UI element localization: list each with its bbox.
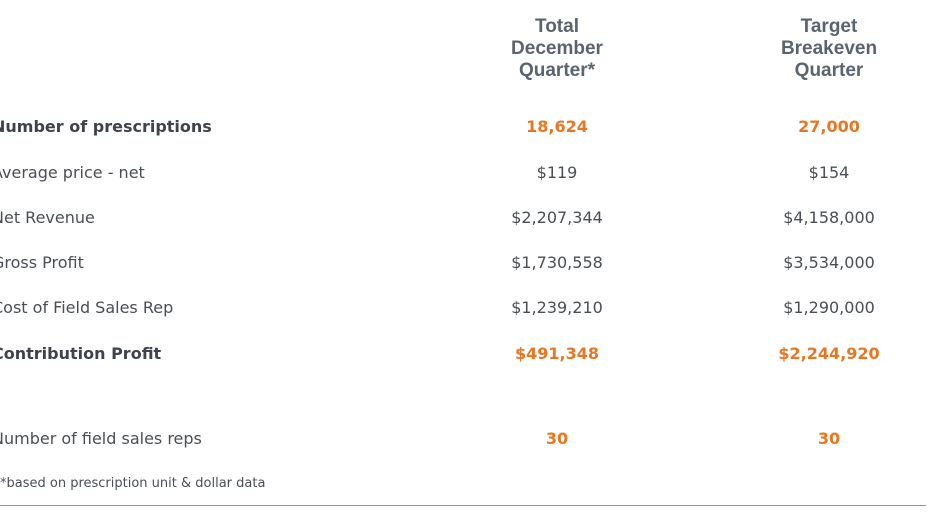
- cell-target: $2,244,920: [778, 344, 880, 363]
- footnote: *based on prescription unit & dollar dat…: [0, 476, 266, 491]
- cell-target: $4,158,000: [783, 208, 875, 227]
- row-label: Number of field sales reps: [0, 429, 202, 448]
- row-label: Number of prescriptions: [0, 117, 212, 136]
- table-row-number-of-prescriptions: Number of prescriptions 18,624 27,000: [0, 115, 946, 139]
- cell-total: 18,624: [526, 117, 588, 136]
- table-row-cost-of-field-sales-rep: Cost of Field Sales Rep $1,239,210 $1,29…: [0, 296, 946, 320]
- cell-total: $119: [536, 163, 578, 182]
- header-line: December: [511, 38, 603, 59]
- header-line: Total: [535, 16, 579, 37]
- cell-total: 30: [545, 429, 569, 448]
- column-header-target-breakeven-quarter: Target Breakeven Quarter: [729, 16, 929, 82]
- bottom-divider: [0, 505, 926, 506]
- cell-target: 30: [817, 429, 841, 448]
- header-line: Quarter: [794, 60, 864, 81]
- table-row-net-revenue: Net Revenue $2,207,344 $4,158,000: [0, 206, 946, 230]
- column-header-total-december-quarter: Total December Quarter*: [457, 16, 657, 82]
- table-row-average-price: Average price - net $119 $154: [0, 161, 946, 185]
- cell-target: $3,534,000: [783, 253, 875, 272]
- row-label: Cost of Field Sales Rep: [0, 298, 174, 317]
- row-label: Net Revenue: [0, 208, 95, 227]
- cell-target: $1,290,000: [783, 298, 875, 317]
- header-line: Breakeven: [780, 38, 878, 59]
- table-row-contribution-profit: Contribution Profit $491,348 $2,244,920: [0, 342, 946, 366]
- cell-target: 27,000: [798, 117, 860, 136]
- row-label: Gross Profit: [0, 253, 84, 272]
- table-row-number-of-field-sales-reps: Number of field sales reps 30 30: [0, 427, 946, 451]
- header-line: Target: [800, 16, 858, 37]
- cell-total: $2,207,344: [511, 208, 603, 227]
- header-line: Quarter*: [518, 60, 596, 81]
- cell-target: $154: [808, 163, 850, 182]
- row-label: Contribution Profit: [0, 344, 162, 363]
- row-label: Average price - net: [0, 163, 145, 182]
- cell-total: $1,730,558: [511, 253, 603, 272]
- table-row-gross-profit: Gross Profit $1,730,558 $3,534,000: [0, 251, 946, 275]
- cell-total: $1,239,210: [511, 298, 603, 317]
- cell-total: $491,348: [514, 344, 599, 363]
